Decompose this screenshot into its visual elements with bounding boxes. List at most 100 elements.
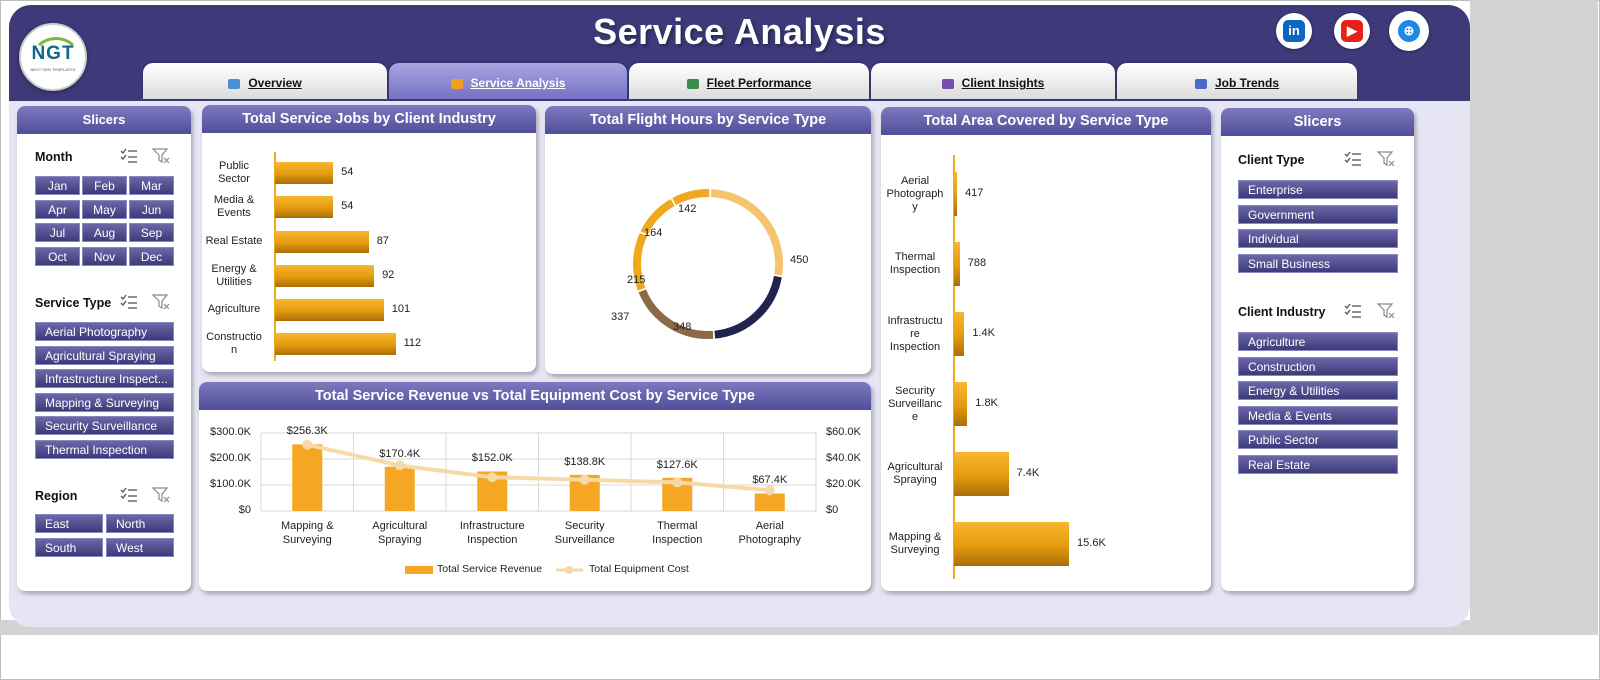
- slicer-item-north[interactable]: North: [106, 514, 174, 533]
- chart-title: Total Service Jobs by Client Industry: [202, 105, 536, 133]
- slicer-item-agriculture[interactable]: Agriculture: [1238, 332, 1398, 351]
- slicer-item-aug[interactable]: Aug: [82, 223, 127, 242]
- chart-title: Total Service Revenue vs Total Equipment…: [199, 382, 871, 410]
- globe-icon: ⊕: [1398, 20, 1420, 42]
- bar: [954, 382, 968, 426]
- revenue-bar: [754, 493, 785, 511]
- category-label: Energy & Utilities: [202, 263, 266, 289]
- slicer-item-infrastructure-inspect[interactable]: Infrastructure Inspect...: [35, 369, 174, 388]
- legend-revenue: Total Service Revenue: [437, 563, 543, 575]
- slicer-item-real-estate[interactable]: Real Estate: [1238, 454, 1398, 474]
- slicer-item-government[interactable]: Government: [1238, 204, 1398, 224]
- slicer-item-west[interactable]: West: [106, 537, 174, 557]
- slicer-item-sep[interactable]: Sep: [129, 223, 174, 242]
- data-label: 112: [403, 337, 422, 350]
- donut-slice: [633, 232, 648, 291]
- slicer-item-feb[interactable]: Feb: [82, 176, 127, 195]
- slicer-item-apr[interactable]: Apr: [35, 199, 80, 219]
- clear-filter-icon[interactable]: [151, 294, 170, 310]
- bar: [954, 452, 1009, 496]
- category-label-line: Energy &: [211, 262, 257, 275]
- revenue-vs-cost-chart: [260, 432, 817, 574]
- bar: [275, 196, 334, 219]
- category-label: Media & Events: [202, 194, 266, 220]
- category-label-line: Thermal Inspection: [652, 520, 703, 546]
- clear-filter-icon[interactable]: [151, 148, 170, 164]
- slicer-item-jun[interactable]: Jun: [129, 199, 174, 219]
- dashboard: Service Analysis NGT NEXT GEN TEMPLATES …: [9, 5, 1470, 627]
- slicer-item-east[interactable]: East: [35, 514, 103, 533]
- tab-client-insights[interactable]: Client Insights: [871, 63, 1115, 99]
- clear-filter-icon[interactable]: [1376, 151, 1395, 167]
- slicer-item-individual[interactable]: Individual: [1238, 229, 1398, 248]
- slicer-item-thermal-inspection[interactable]: Thermal Inspection: [35, 439, 174, 459]
- website-button[interactable]: ⊕: [1389, 11, 1429, 51]
- slicer-item-agricultural-spraying[interactable]: Agricultural Spraying: [35, 345, 174, 365]
- legend-swatch-revenue: [405, 566, 433, 574]
- multi-select-icon[interactable]: [120, 487, 138, 503]
- slicer-item-energy-utilities[interactable]: Energy & Utilities: [1238, 381, 1398, 400]
- linkedin-icon: in: [1283, 20, 1305, 42]
- slicer-item-media-events[interactable]: Media & Events: [1238, 405, 1398, 425]
- slicer-item-mar[interactable]: Mar: [129, 176, 174, 195]
- youtube-button[interactable]: ▶: [1334, 13, 1370, 49]
- region-slicer-label: Region: [35, 489, 78, 503]
- data-label: 7.4K: [1016, 467, 1040, 479]
- slicer-item-mapping-surveying[interactable]: Mapping & Surveying: [35, 392, 174, 412]
- data-label: 54: [341, 166, 354, 179]
- equipment-cost-point: [579, 474, 590, 485]
- equipment-cost-point: [672, 477, 683, 488]
- slicer-item-construction[interactable]: Construction: [1238, 356, 1398, 376]
- slicer-item-enterprise[interactable]: Enterprise: [1238, 180, 1398, 199]
- linkedin-button[interactable]: in: [1276, 13, 1312, 49]
- tab-job-trends[interactable]: Job Trends: [1117, 63, 1357, 99]
- category-label-line: Security: [564, 520, 605, 532]
- donut-label: 450: [790, 254, 809, 266]
- left-slicer-panel: Slicers Month Jan Feb Mar Apr May Jun Jul Aug Se…: [17, 106, 191, 591]
- slicer-item-security-surveillance[interactable]: Security Surveillance: [35, 416, 174, 435]
- tab-service-analysis[interactable]: Service Analysis: [389, 63, 627, 99]
- tab-overview[interactable]: Overview: [143, 63, 387, 99]
- client-industry-slicer-label: Client Industry: [1238, 305, 1326, 319]
- slicer-item-jan[interactable]: Jan: [35, 176, 80, 195]
- category-label: Security Surveillance: [539, 519, 632, 547]
- category-label: Aerial Photography: [724, 519, 817, 547]
- category-label: Aerial Photograph y: [881, 175, 949, 214]
- category-label: Agricultural Spraying: [354, 519, 447, 547]
- bar: [275, 298, 384, 321]
- tab-fleet-performance[interactable]: Fleet Performance: [629, 63, 869, 99]
- chart-icon: [228, 78, 241, 89]
- slicer-item-nov[interactable]: Nov: [82, 246, 127, 266]
- slicer-item-may[interactable]: May: [82, 199, 127, 219]
- category-label: Real Estate: [202, 235, 266, 248]
- multi-select-icon[interactable]: [1344, 151, 1362, 167]
- slicer-item-oct[interactable]: Oct: [35, 246, 80, 266]
- slicer-item-small-business[interactable]: Small Business: [1238, 253, 1398, 273]
- bar: [954, 522, 1070, 566]
- revenue-label: $256.3K: [286, 425, 328, 438]
- category-label-line: Spraying: [378, 534, 422, 546]
- slicer-item-public-sector[interactable]: Public Sector: [1238, 430, 1398, 449]
- multi-select-icon[interactable]: [120, 294, 138, 310]
- slicer-item-south[interactable]: South: [35, 537, 103, 557]
- truck-icon: [686, 78, 699, 89]
- slicer-item-dec[interactable]: Dec: [129, 246, 174, 266]
- category-label-line: Utilities: [216, 275, 252, 288]
- multi-select-icon[interactable]: [120, 148, 138, 164]
- slicer-item-jul[interactable]: Jul: [35, 223, 80, 242]
- slicer-item-aerial-photography[interactable]: Aerial Photography: [35, 322, 174, 341]
- header: Service Analysis NGT NEXT GEN TEMPLATES …: [9, 5, 1470, 101]
- multi-select-icon[interactable]: [1344, 303, 1362, 319]
- clear-filter-icon[interactable]: [151, 487, 170, 503]
- bar: [275, 333, 396, 356]
- bar: [954, 172, 958, 216]
- bar: [275, 264, 375, 287]
- right-tick-label: $0: [826, 504, 839, 516]
- left-tick-label: $100.0K: [210, 478, 251, 490]
- category-label-line: Aerial: [900, 174, 930, 187]
- left-tick-label: $200.0K: [210, 452, 251, 464]
- youtube-icon: ▶: [1341, 20, 1363, 42]
- clear-filter-icon[interactable]: [1376, 303, 1395, 319]
